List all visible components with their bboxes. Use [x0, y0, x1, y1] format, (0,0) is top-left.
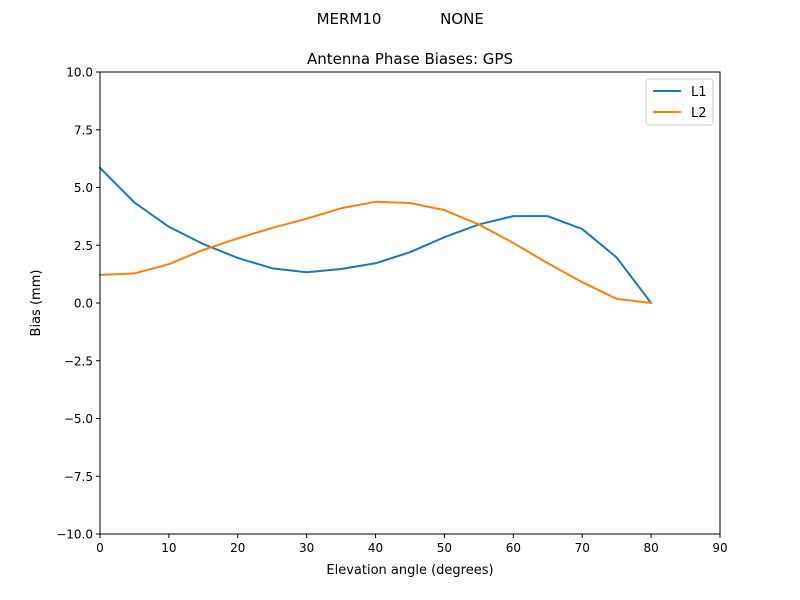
x-tick-label: 0	[96, 541, 104, 555]
series-layer	[98, 166, 653, 305]
y-axis-label: Bias (mm)	[29, 270, 44, 337]
x-axis-label: Elevation angle (degrees)	[326, 563, 493, 578]
suptitle-left: MERM10	[317, 10, 382, 28]
x-tick-label: 40	[368, 541, 383, 555]
plot-area	[100, 72, 720, 534]
series-line-l1	[98, 166, 653, 305]
legend-label-l2: L2	[691, 106, 707, 121]
x-tick-label: 60	[506, 541, 521, 555]
y-tick-label: 2.5	[74, 239, 93, 253]
y-tick-label: 7.5	[74, 123, 93, 137]
x-tick-label: 70	[575, 541, 590, 555]
y-tick-label: −7.5	[64, 470, 93, 484]
legend-label-l1: L1	[691, 85, 707, 100]
legend: L1 L2	[645, 78, 714, 126]
x-tick-label: 30	[299, 541, 314, 555]
x-tick-label: 20	[230, 541, 245, 555]
x-axis: 0 10 20 30 40 50 60 70 80 90	[96, 534, 728, 555]
y-tick-label: 5.0	[74, 181, 93, 195]
series-line-l2	[98, 200, 653, 305]
y-tick-label: 10.0	[66, 66, 93, 80]
y-tick-label: −10.0	[56, 528, 93, 542]
x-tick-label: 90	[712, 541, 727, 555]
chart-title: Antenna Phase Biases: GPS	[307, 50, 513, 68]
suptitle-right: NONE	[440, 10, 484, 28]
y-tick-label: −2.5	[64, 354, 93, 368]
x-tick-label: 80	[643, 541, 658, 555]
y-tick-label: 0.0	[74, 297, 93, 311]
y-axis: −10.0 −7.5 −5.0 −2.5 0.0 2.5 5.0 7.5 10.0	[56, 66, 100, 542]
y-tick-label: −5.0	[64, 412, 93, 426]
x-tick-label: 10	[161, 541, 176, 555]
x-tick-label: 50	[437, 541, 452, 555]
